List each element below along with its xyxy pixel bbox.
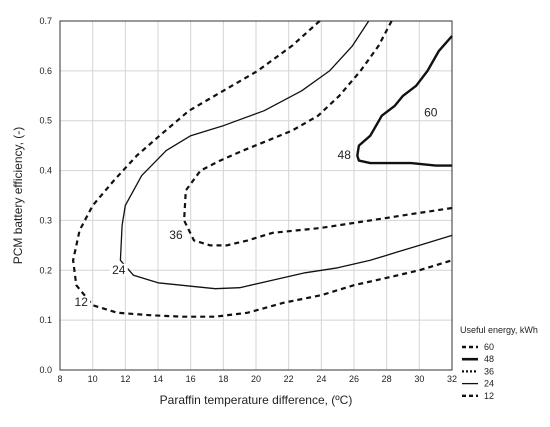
x-tick-label: 10 [88,374,98,384]
x-tick-label: 12 [120,374,130,384]
x-tick-label: 20 [251,374,261,384]
y-tick-label: 0.7 [39,16,52,26]
x-tick-label: 8 [57,374,62,384]
contour-label-background [166,228,185,242]
y-tick-label: 0.4 [39,166,52,176]
contour-label-24: 24 [112,263,126,277]
contour-line-12 [72,20,453,318]
contour-label-36: 36 [169,228,183,242]
x-axis: 8 10 12 14 16 18 20 22 24 26 28 30 32 [57,374,457,384]
contour-label-background [72,296,91,310]
y-tick-label: 0.0 [39,365,52,375]
x-tick-label: 14 [153,374,163,384]
y-tick-label: 0.2 [39,265,52,275]
legend-title: Useful energy, kWh [460,325,538,335]
legend: Useful energy, kWh 60 48 36 24 12 [460,325,538,401]
legend-label-24: 24 [484,379,494,389]
contour-labels: 12 24 36 48 60 [72,106,440,310]
legend-label-12: 12 [484,391,494,401]
legend-label-36: 36 [484,366,494,376]
contour-label-background [335,149,354,163]
contour-line-48 [356,35,453,167]
x-tick-label: 24 [316,374,326,384]
x-tick-label: 16 [186,374,196,384]
y-axis: 0.0 0.1 0.2 0.3 0.4 0.5 0.6 0.7 [39,16,52,375]
x-tick-label: 26 [349,374,359,384]
contour-line-24 [119,20,453,290]
x-tick-label: 28 [382,374,392,384]
grid [59,20,453,371]
x-tick-label: 30 [414,374,424,384]
contour-label-60: 60 [424,106,438,120]
y-tick-label: 0.6 [39,66,52,76]
x-axis-title: Paraffin temperature difference, (ºC) [160,393,353,407]
legend-label-48: 48 [484,354,494,364]
contour-label-48: 48 [338,148,352,162]
contour-line-36 [183,20,453,247]
y-axis-title: PCM battery efficiency, (-) [11,127,25,265]
y-tick-label: 0.1 [39,315,52,325]
contour-label-background [109,263,128,277]
y-tick-label: 0.3 [39,215,52,225]
x-tick-label: 32 [447,374,457,384]
contour-label-12: 12 [75,295,89,309]
x-tick-label: 18 [218,374,228,384]
x-tick-label: 22 [284,374,294,384]
legend-label-60: 60 [484,342,494,352]
plot-frame [59,20,453,371]
contour-lines [72,20,453,318]
contour-label-background [421,106,440,120]
y-tick-label: 0.5 [39,116,52,126]
